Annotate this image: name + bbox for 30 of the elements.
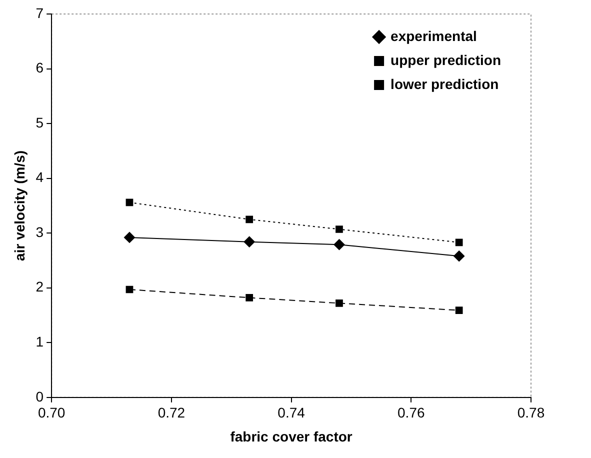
point [126,286,134,294]
legend-label: lower prediction [390,76,499,92]
y-tick-label: 7 [36,4,44,21]
legend-label: experimental [390,28,477,44]
point [334,239,345,250]
y-axis-title: air velocity (m/s) [11,150,28,261]
x-tick-label: 0.70 [38,404,66,421]
y-tick-label: 6 [36,60,44,76]
x-tick-label: 0.76 [398,404,425,421]
legend-label: upper prediction [390,52,502,68]
point [455,306,463,314]
point [246,294,254,302]
point [336,300,343,307]
y-tick-label: 3 [36,224,44,240]
point [244,236,255,248]
y-tick-label: 1 [36,333,44,350]
y-tick-label: 2 [36,278,44,295]
point [336,226,343,233]
point [246,216,254,224]
point [126,198,134,206]
point [454,250,465,262]
point [455,238,463,246]
y-tick-label: 4 [36,169,44,186]
x-tick-label: 0.74 [278,404,306,421]
y-tick-label: 5 [36,114,44,130]
point [124,232,135,243]
y-tick-label: 0 [36,388,44,404]
x-tick-label: 0.78 [517,404,545,421]
x-tick-label: 0.72 [158,404,186,421]
x-axis-title: fabric cover factor [230,428,353,444]
